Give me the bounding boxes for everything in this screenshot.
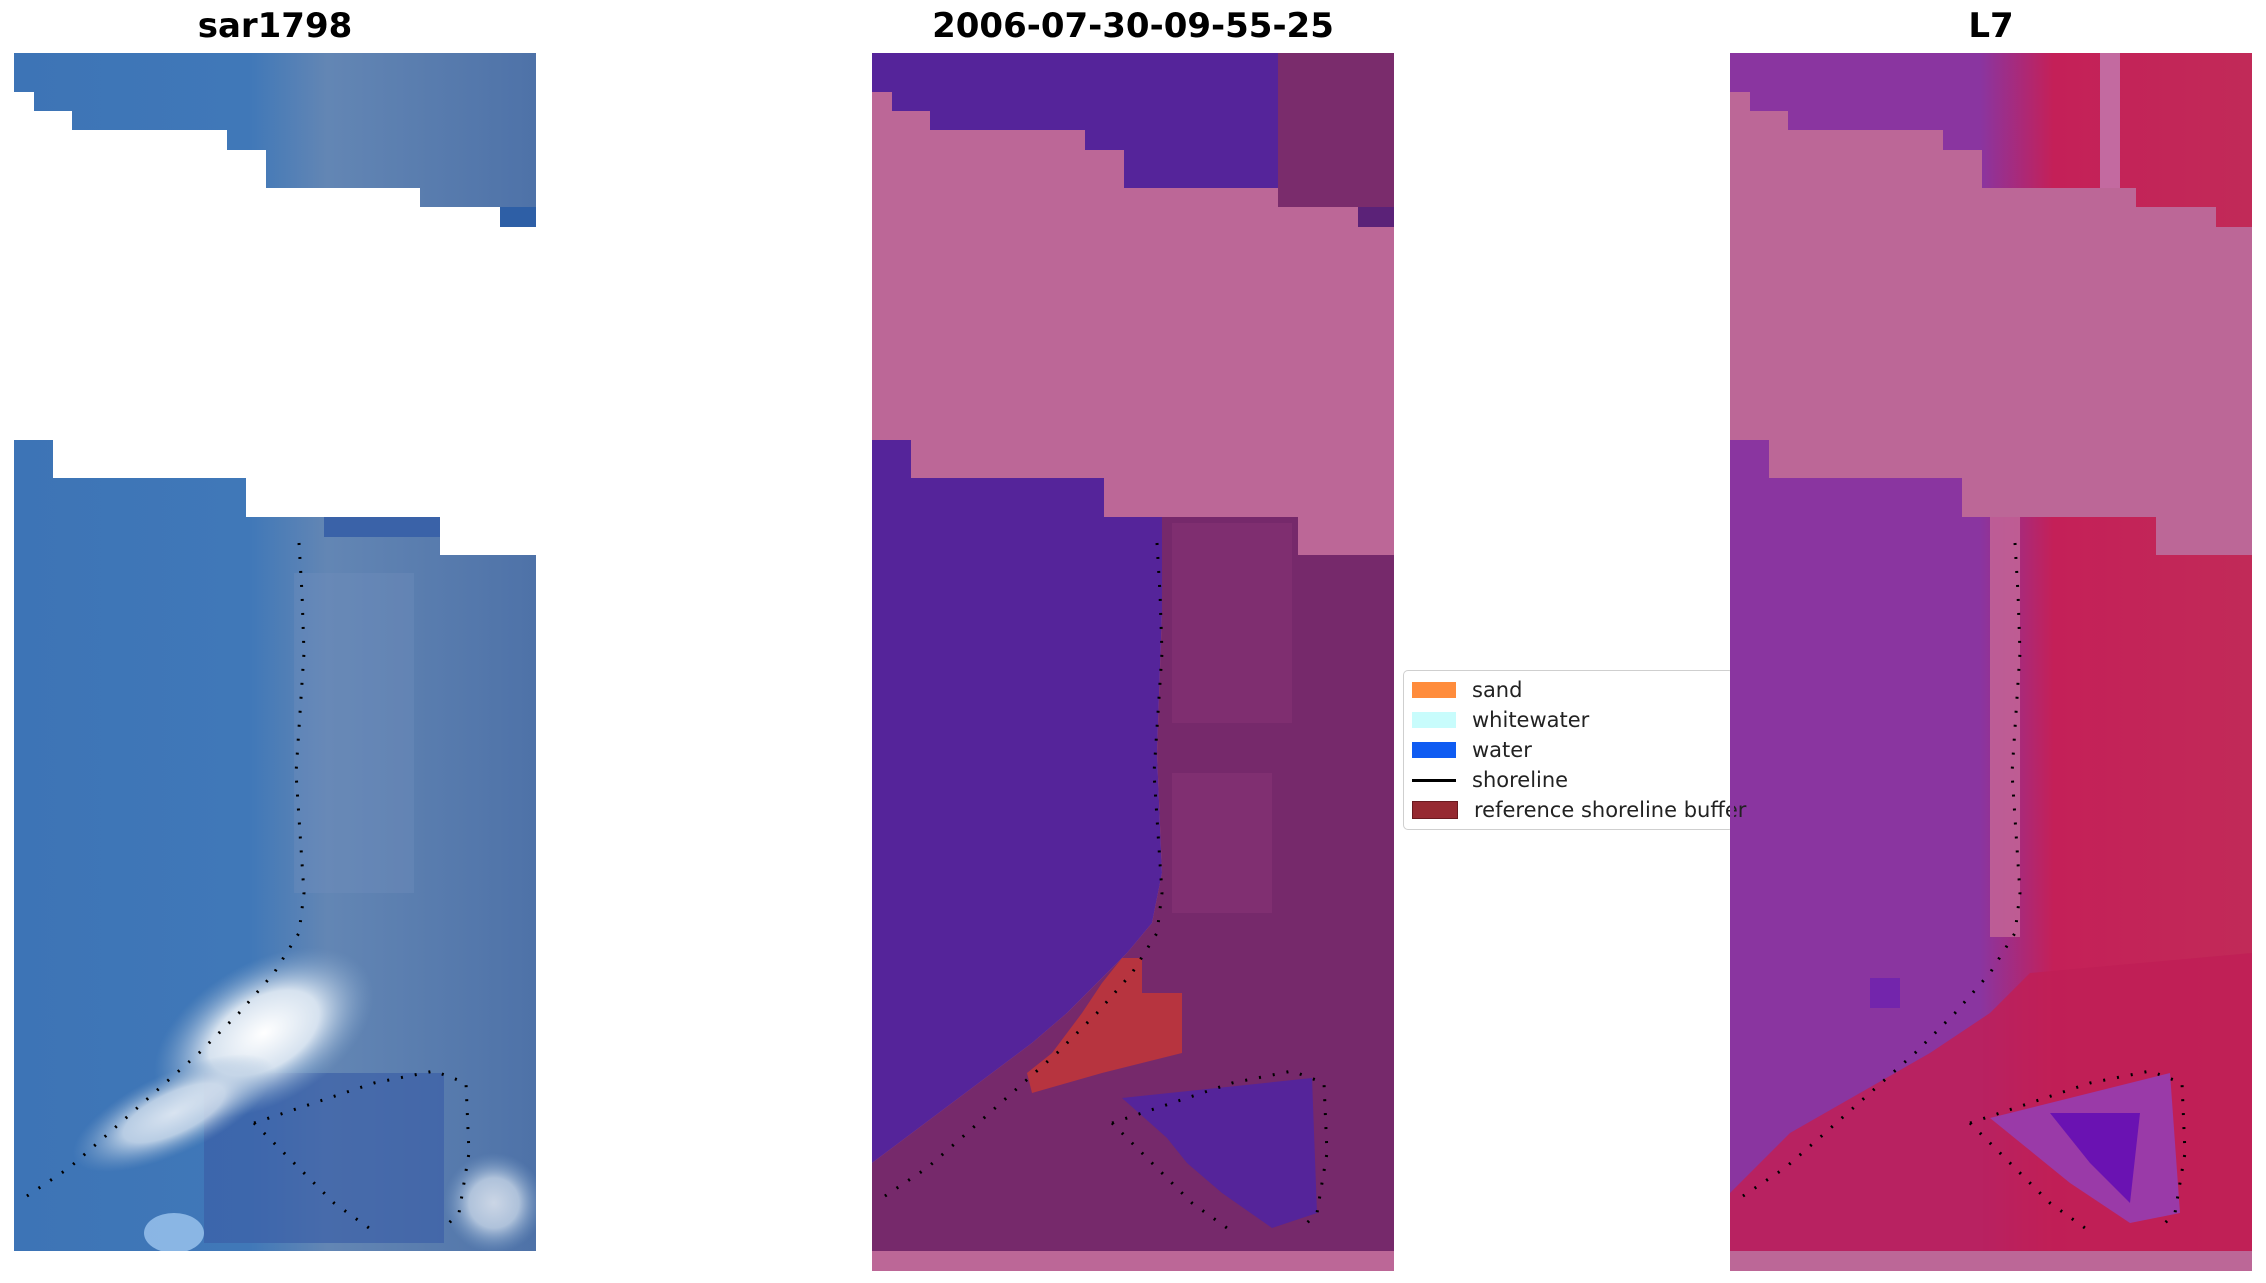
panel-title-sar: sar1798: [14, 6, 536, 46]
legend-item-shoreline: shoreline: [1412, 767, 1568, 793]
legend-item-whitewater: whitewater: [1412, 707, 1589, 733]
shoreline-line-icon: [1412, 779, 1456, 782]
l7-panel-edge: [1730, 660, 1734, 840]
legend-label-reference-buffer: reference shoreline buffer: [1474, 798, 1746, 822]
panel-title-date: 2006-07-30-09-55-25: [872, 6, 1394, 46]
whitewater-swatch: [1412, 712, 1456, 728]
legend-label-water: water: [1472, 738, 1532, 762]
legend-item-reference-buffer: reference shoreline buffer: [1412, 797, 1746, 823]
legend-label-shoreline: shoreline: [1472, 768, 1568, 792]
classification-image: [872, 53, 1394, 1271]
panel-title-l7: L7: [1730, 6, 2252, 46]
legend: sand whitewater water shoreline referenc…: [1403, 670, 1734, 830]
legend-label-sand: sand: [1472, 678, 1522, 702]
legend-label-whitewater: whitewater: [1472, 708, 1589, 732]
water-swatch: [1412, 742, 1456, 758]
sar-image: [14, 53, 536, 1251]
classification-panel: [872, 53, 1394, 1271]
legend-item-sand: sand: [1412, 677, 1522, 703]
legend-item-water: water: [1412, 737, 1532, 763]
sand-swatch: [1412, 682, 1456, 698]
l7-panel: [1730, 53, 2252, 1271]
reference-buffer-swatch: [1412, 801, 1458, 819]
l7-image: [1730, 53, 2252, 1271]
sar-image-panel: [14, 53, 536, 1251]
